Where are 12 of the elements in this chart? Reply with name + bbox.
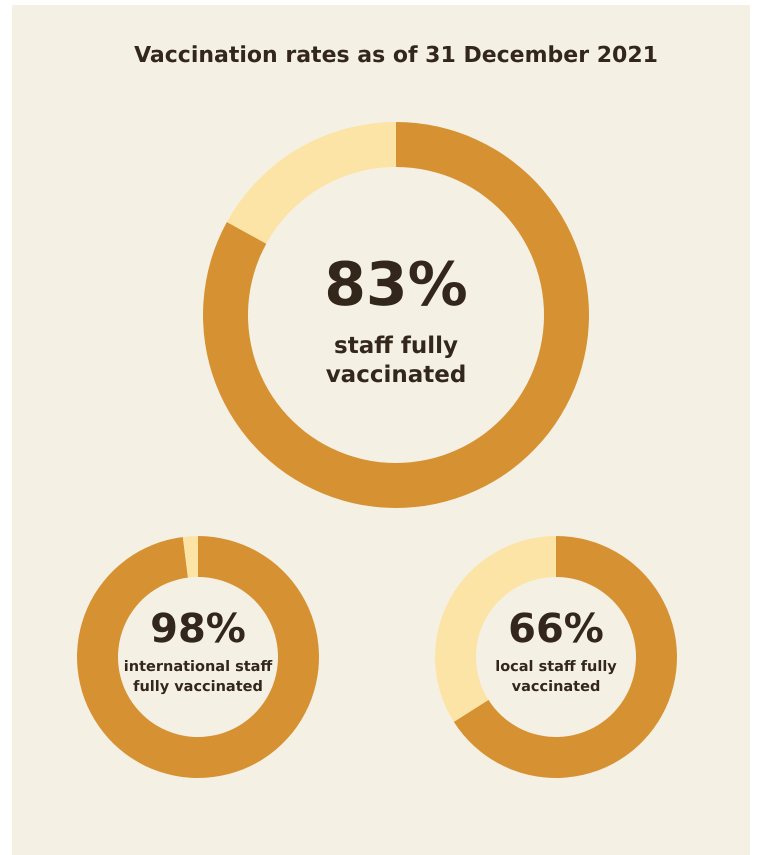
text: international staff fully vaccinated (124, 659, 272, 695)
text: staff fully vaccinated (326, 333, 466, 388)
donut-slice (226, 122, 396, 244)
donut-slice (203, 122, 589, 508)
data-label: 83% (324, 250, 468, 320)
donut-slice (77, 536, 319, 778)
data-label: 98% (150, 606, 246, 652)
donut-slice (182, 536, 198, 578)
chart-title: Vaccination rates as of 31 December 2021 (134, 43, 658, 68)
data-label: 66% (508, 606, 604, 652)
text: local staff fully vaccinated (495, 659, 618, 695)
donut-slice (454, 536, 677, 778)
